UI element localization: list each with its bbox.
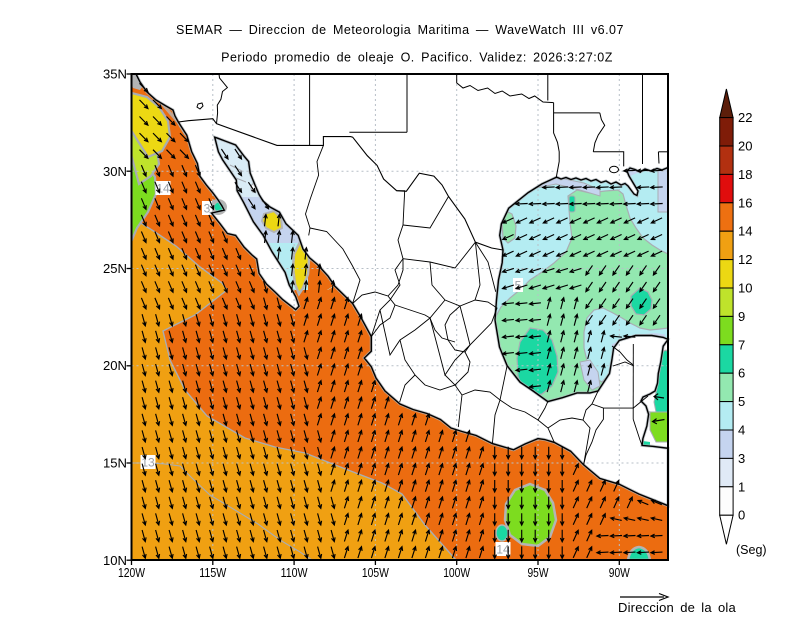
svg-text:9: 9	[738, 309, 745, 324]
svg-text:6: 6	[738, 366, 745, 381]
svg-text:(Seg): (Seg)	[736, 543, 767, 557]
svg-text:4: 4	[738, 423, 745, 438]
svg-text:7: 7	[738, 337, 745, 352]
svg-text:120W: 120W	[118, 565, 146, 580]
svg-text:Periodo promedio de oleaje O.: Periodo promedio de oleaje O. Pacifico. …	[221, 51, 613, 65]
svg-text:14: 14	[496, 543, 510, 557]
svg-text:3: 3	[738, 451, 745, 466]
svg-text:110W: 110W	[281, 565, 309, 580]
svg-text:90W: 90W	[609, 565, 631, 580]
svg-text:Direccion de la ola: Direccion de la ola	[618, 600, 737, 615]
svg-text:10N: 10N	[103, 553, 127, 568]
svg-text:22: 22	[738, 110, 752, 125]
svg-text:18: 18	[738, 167, 752, 182]
svg-text:13: 13	[141, 456, 155, 470]
svg-text:3: 3	[204, 202, 211, 216]
svg-text:14: 14	[738, 224, 752, 239]
svg-text:25N: 25N	[103, 261, 127, 276]
svg-text:95W: 95W	[528, 565, 550, 580]
svg-text:15N: 15N	[103, 456, 127, 471]
svg-text:0: 0	[738, 508, 745, 523]
svg-text:100W: 100W	[443, 565, 471, 580]
svg-text:20: 20	[738, 139, 752, 154]
svg-text:1: 1	[738, 479, 745, 494]
svg-text:14: 14	[156, 182, 170, 196]
svg-text:30N: 30N	[103, 164, 127, 179]
svg-text:35N: 35N	[103, 67, 127, 82]
svg-text:20N: 20N	[103, 358, 127, 373]
svg-text:16: 16	[738, 195, 752, 210]
svg-text:5: 5	[738, 394, 745, 409]
svg-text:115W: 115W	[199, 565, 227, 580]
svg-text:10: 10	[738, 281, 752, 296]
svg-text:SEMAR — Direccion de Meteorolo: SEMAR — Direccion de Meteorologia Mariti…	[176, 23, 624, 37]
svg-text:5: 5	[515, 279, 522, 293]
svg-text:12: 12	[738, 252, 752, 267]
svg-text:105W: 105W	[362, 565, 390, 580]
